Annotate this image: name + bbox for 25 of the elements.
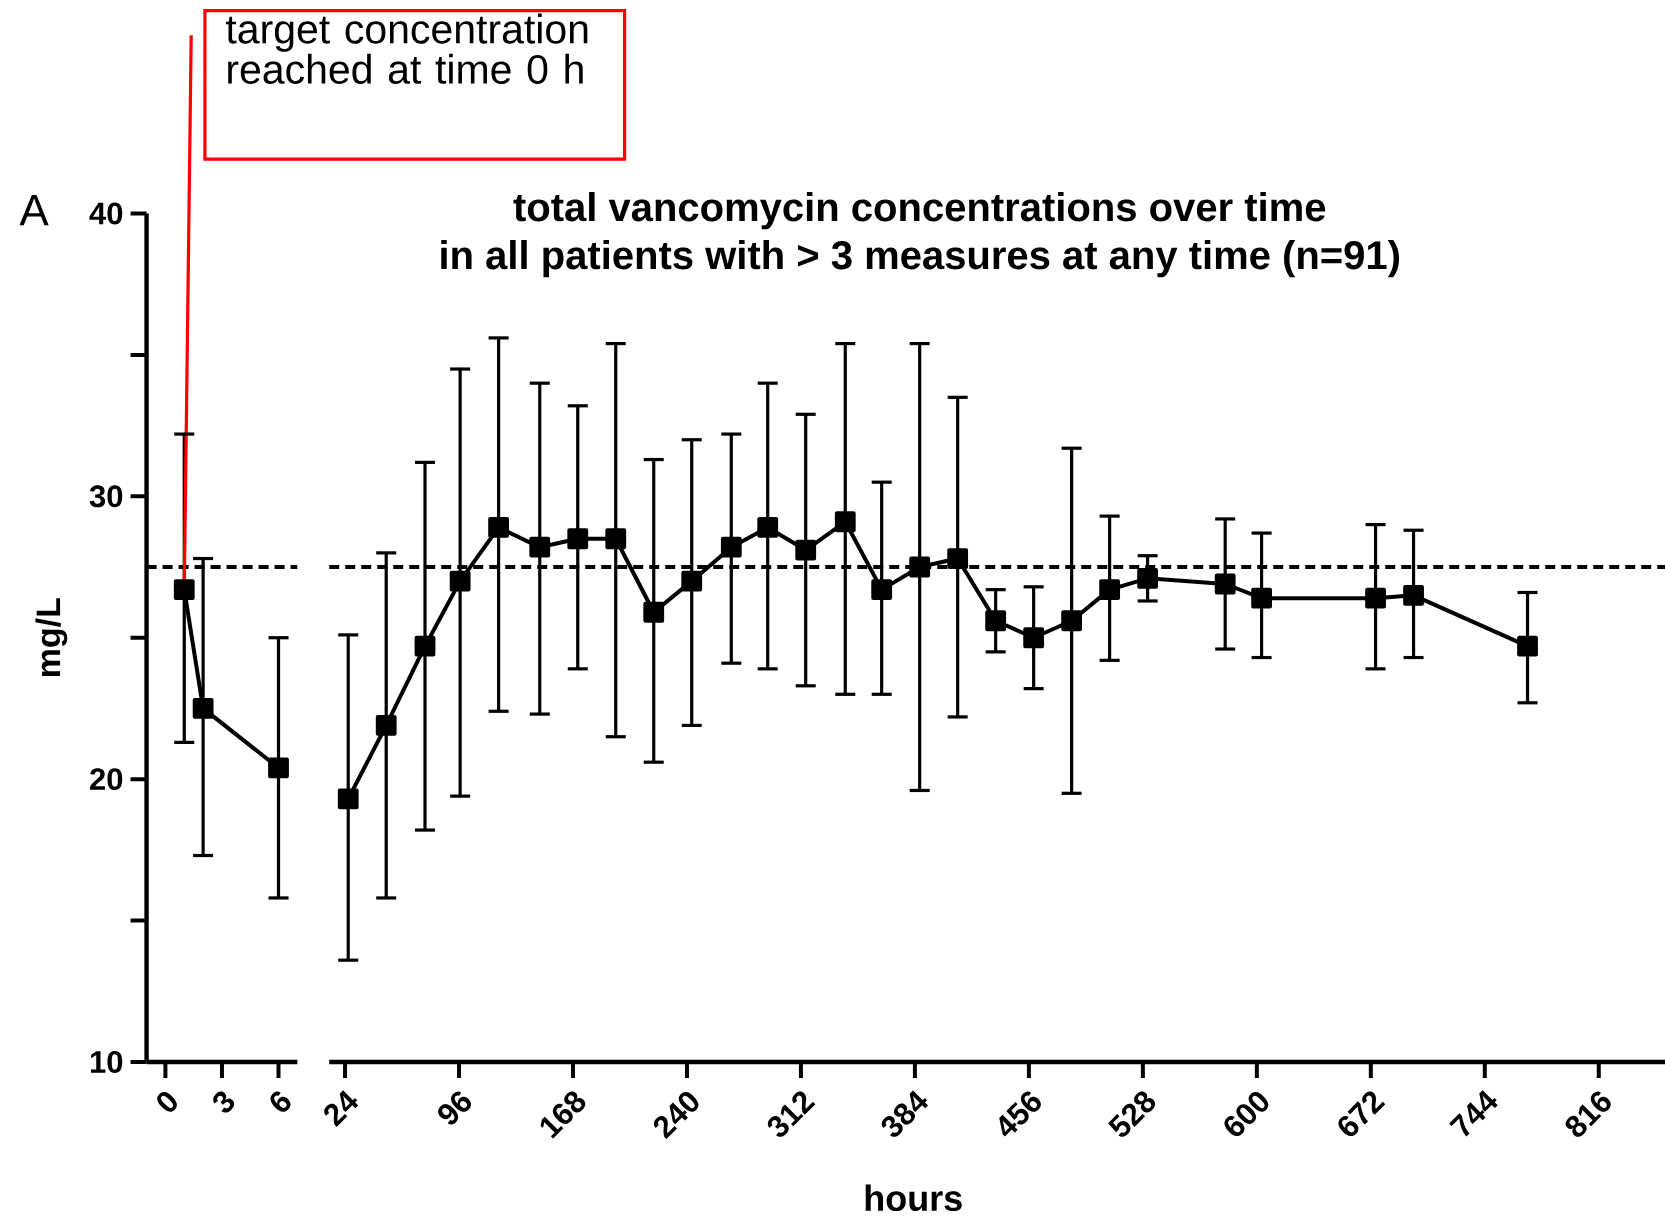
x-tick-label: 816: [1565, 1091, 1611, 1137]
x-tick-label: 744: [1449, 1090, 1498, 1137]
x-tick-label: 6: [270, 1091, 291, 1112]
x-tick-label: 0: [157, 1091, 177, 1112]
y-tick-label: 30: [89, 485, 123, 508]
y-tick-label: 10: [90, 1051, 123, 1073]
x-tick-label: 240: [653, 1091, 699, 1140]
x-tick-label: 456: [999, 1091, 1041, 1137]
text: in all patients with > 3 measures at any time (n=91): [441, 240, 1399, 278]
y-tick-label: 40: [89, 202, 123, 225]
x-tick-label: 24: [324, 1090, 359, 1127]
x-tick-label: 96: [438, 1091, 472, 1125]
x-tick-label: 600: [1224, 1091, 1269, 1137]
x-tick-label: 528: [1108, 1091, 1156, 1137]
chart-title: total vancomycin concentrations over time: [513, 192, 1326, 230]
y-tick-label: 20: [90, 768, 123, 791]
x-tick-label: 672: [1338, 1091, 1386, 1137]
annotation: target concentration reached at time 0 h: [226, 13, 588, 84]
x-tick-label: 168: [540, 1091, 586, 1139]
text: A: [19, 195, 49, 226]
x-axis-title: hours: [865, 1184, 962, 1212]
x-tick-label: 384: [881, 1090, 929, 1137]
x-tick-label: 3: [213, 1091, 235, 1113]
y-axis-title: mg/L: [35, 598, 68, 677]
x-tick-label: 312: [767, 1091, 816, 1137]
